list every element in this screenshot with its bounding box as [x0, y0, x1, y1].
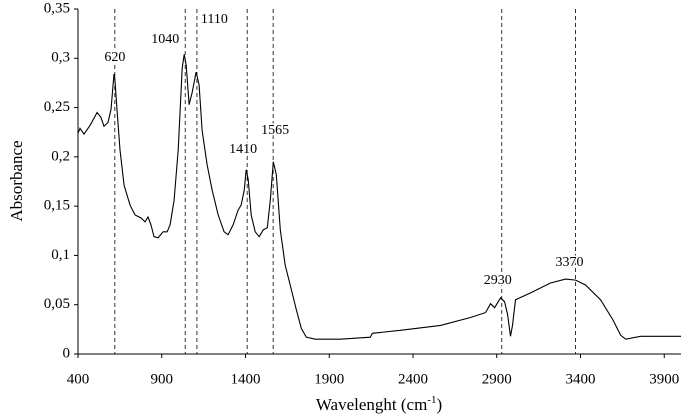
- peak-label: 1110: [201, 12, 228, 27]
- y-tick-label: 0: [63, 345, 71, 361]
- y-tick-label: 0,35: [44, 0, 70, 16]
- y-tick-label: 0,25: [44, 99, 70, 115]
- x-tick-label: 2900: [482, 371, 512, 387]
- peak-label: 620: [104, 50, 125, 65]
- peak-label: 2930: [484, 273, 512, 288]
- x-axis-label-text: Wavelenght (cm: [316, 395, 427, 414]
- y-tick-label: 0,2: [51, 148, 70, 164]
- x-tick-label: 900: [151, 371, 174, 387]
- peak-label: 1410: [229, 142, 257, 157]
- x-tick-label: 3900: [649, 371, 679, 387]
- y-axis-label: Absorbance: [7, 140, 26, 221]
- peak-label: 3370: [555, 255, 583, 270]
- x-tick-label: 1400: [231, 371, 261, 387]
- x-axis-label-close: ): [436, 395, 442, 414]
- y-tick-label: 0,1: [51, 247, 70, 263]
- spectrum-line: [77, 54, 681, 340]
- x-axis-label-sup: -1: [427, 394, 436, 406]
- y-tick-label: 0,05: [44, 296, 70, 312]
- y-tick-label: 0,15: [44, 198, 70, 214]
- x-axis-label: Wavelenght (cm-1): [316, 394, 442, 414]
- x-tick-label: 1900: [314, 371, 344, 387]
- y-tick-label: 0,3: [51, 50, 70, 66]
- x-tick-label: 2400: [398, 371, 428, 387]
- x-tick-label: 3400: [566, 371, 596, 387]
- x-tick-label: 400: [67, 371, 90, 387]
- peak-label: 1040: [151, 32, 179, 47]
- peak-label: 1565: [261, 123, 289, 138]
